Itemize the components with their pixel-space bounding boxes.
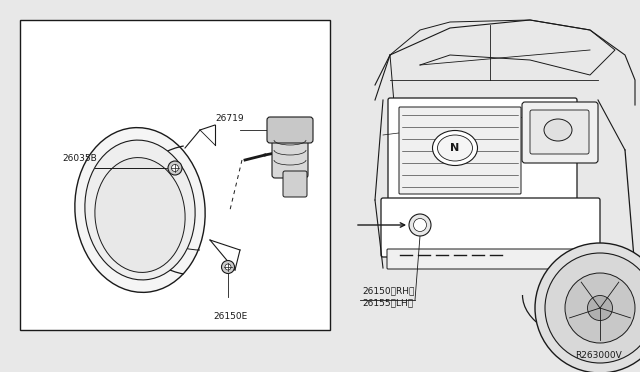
Ellipse shape	[168, 161, 182, 175]
FancyBboxPatch shape	[522, 102, 598, 163]
Ellipse shape	[413, 218, 426, 231]
Ellipse shape	[221, 260, 234, 273]
Ellipse shape	[535, 243, 640, 372]
Text: 26035B: 26035B	[62, 154, 97, 163]
Text: 26150〈RH〉: 26150〈RH〉	[362, 286, 414, 295]
Ellipse shape	[544, 119, 572, 141]
FancyBboxPatch shape	[388, 98, 577, 202]
FancyBboxPatch shape	[283, 171, 307, 197]
Ellipse shape	[85, 140, 195, 280]
Bar	[20, 20, 330, 330]
FancyBboxPatch shape	[399, 107, 521, 194]
Ellipse shape	[588, 295, 612, 321]
Ellipse shape	[172, 164, 179, 171]
Ellipse shape	[75, 128, 205, 292]
FancyBboxPatch shape	[381, 198, 600, 257]
Ellipse shape	[438, 135, 472, 161]
Ellipse shape	[433, 131, 477, 166]
Text: 26719: 26719	[215, 114, 244, 123]
Ellipse shape	[409, 214, 431, 236]
Text: 26150E: 26150E	[213, 312, 247, 321]
Ellipse shape	[565, 273, 635, 343]
Ellipse shape	[545, 253, 640, 363]
FancyBboxPatch shape	[272, 127, 308, 178]
FancyBboxPatch shape	[267, 117, 313, 143]
Text: 26155〈LH〉: 26155〈LH〉	[362, 298, 413, 307]
Ellipse shape	[95, 158, 185, 272]
FancyBboxPatch shape	[530, 110, 589, 154]
FancyBboxPatch shape	[387, 249, 589, 269]
Text: N: N	[451, 143, 460, 153]
Ellipse shape	[225, 264, 231, 270]
Text: R263000V: R263000V	[575, 351, 621, 360]
